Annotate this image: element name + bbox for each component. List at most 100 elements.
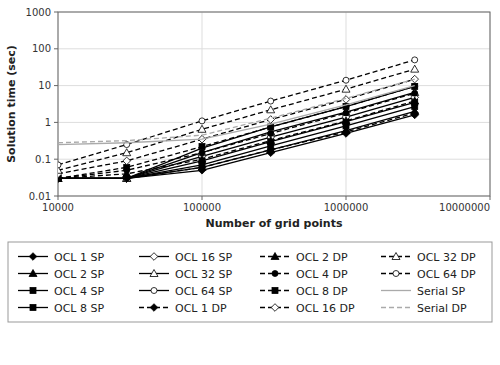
- y-tick-label: 100: [32, 43, 51, 54]
- legend-item: OCL 64 DP: [381, 268, 476, 281]
- point: [412, 90, 418, 96]
- point: [411, 97, 419, 104]
- point: [58, 162, 61, 168]
- legend-marker: [272, 288, 278, 294]
- legend-marker: [150, 304, 158, 312]
- point: [267, 146, 275, 154]
- point: [268, 130, 274, 136]
- legend-marker: [271, 304, 279, 312]
- legend-marker: [393, 271, 399, 277]
- legend-label: OCL 2 DP: [296, 251, 348, 264]
- point: [268, 98, 274, 104]
- x-tick-label: 1000000: [324, 202, 369, 213]
- series-line: [58, 79, 415, 143]
- y-tick: [54, 196, 58, 197]
- y-grid-line: [58, 48, 490, 49]
- legend-marker: [30, 305, 36, 311]
- legend-item: OCL 4 DP: [260, 268, 348, 281]
- series: [58, 75, 419, 177]
- legend-item: OCL 8 SP: [18, 302, 104, 315]
- legend-label: OCL 16 SP: [175, 251, 232, 264]
- legend-label: OCL 8 DP: [296, 285, 348, 298]
- y-grid-line: [58, 85, 490, 86]
- series: [58, 79, 415, 143]
- legend-marker: [151, 288, 157, 294]
- legend-item: OCL 16 DP: [260, 302, 355, 315]
- series: [58, 83, 418, 181]
- legend-label: OCL 4 SP: [54, 285, 104, 298]
- legend-swatch: [381, 307, 411, 308]
- y-grid-line: [58, 159, 490, 160]
- y-axis-label: Solution time (sec): [5, 45, 18, 163]
- series-line: [58, 60, 415, 165]
- y-tick: [54, 85, 58, 86]
- y-tick-label: 0.1: [35, 154, 51, 165]
- series-line: [58, 113, 415, 178]
- series: [58, 65, 419, 173]
- x-tick-label: 100000: [183, 202, 221, 213]
- x-tick-label: 10000: [42, 202, 74, 213]
- point: [198, 155, 206, 162]
- x-tick: [346, 196, 347, 200]
- legend: OCL 1 SP OCL 2 SP OCL 4 SP OCL 8 SP OCL 16 S…: [8, 242, 492, 322]
- legend-item: OCL 2 SP: [18, 268, 104, 281]
- series-line: [58, 86, 415, 178]
- legend-item: OCL 8 DP: [260, 285, 348, 298]
- series: [58, 88, 419, 181]
- chart: 100001000001000000100000000.010.11101001…: [0, 0, 500, 365]
- legend-marker: [29, 253, 37, 261]
- point: [199, 144, 205, 150]
- legend-label: OCL 2 SP: [54, 268, 104, 281]
- legend-box: [8, 242, 492, 322]
- legend-label: Serial DP: [417, 302, 467, 315]
- legend-label: OCL 1 SP: [54, 251, 104, 264]
- legend-item: OCL 32 SP: [139, 268, 232, 281]
- point: [123, 149, 131, 156]
- legend-item: OCL 4 SP: [18, 285, 104, 298]
- legend-label: OCL 1 DP: [175, 302, 227, 315]
- legend-marker: [392, 253, 400, 260]
- axes: 100001000001000000100000000.010.11101001…: [26, 7, 490, 214]
- legend-label: OCL 32 SP: [175, 268, 232, 281]
- x-tick: [58, 196, 59, 200]
- legend-label: OCL 32 DP: [417, 251, 476, 264]
- y-tick: [54, 12, 58, 13]
- plot-frame: [58, 12, 490, 196]
- y-tick-label: 1000: [26, 7, 51, 18]
- legend-label: OCL 64 DP: [417, 268, 476, 281]
- legend-marker: [150, 253, 158, 261]
- point: [198, 125, 206, 132]
- legend-marker: [272, 271, 278, 277]
- x-tick: [490, 196, 491, 200]
- series-line: [58, 69, 415, 170]
- y-tick-label: 1: [45, 117, 51, 128]
- legend-label: OCL 64 SP: [175, 285, 232, 298]
- legend-swatch: [381, 290, 411, 291]
- point: [343, 77, 349, 83]
- data: [58, 57, 419, 182]
- point: [267, 106, 275, 113]
- y-tick: [54, 159, 58, 160]
- y-tick-label: 0.01: [29, 191, 51, 202]
- x-tick-label: 10000000: [439, 202, 490, 213]
- point: [199, 118, 205, 124]
- legend-label: OCL 4 DP: [296, 268, 348, 281]
- series-line: [58, 101, 415, 178]
- point: [199, 150, 205, 156]
- point: [412, 57, 418, 63]
- series: [58, 83, 418, 181]
- point: [343, 110, 349, 116]
- legend-item: OCL 1 SP: [18, 251, 104, 264]
- point: [411, 109, 419, 117]
- legend-item: Serial DP: [381, 302, 467, 315]
- x-axis-label: Number of grid points: [206, 217, 343, 230]
- point: [198, 164, 206, 172]
- point: [342, 128, 350, 136]
- legend-item: Serial SP: [381, 285, 466, 298]
- legend-label: OCL 16 DP: [296, 302, 355, 315]
- series-line: [58, 86, 415, 178]
- point: [411, 65, 419, 72]
- series: [58, 57, 418, 168]
- legend-item: OCL 1 DP: [139, 302, 227, 315]
- legend-item: OCL 16 SP: [139, 251, 232, 264]
